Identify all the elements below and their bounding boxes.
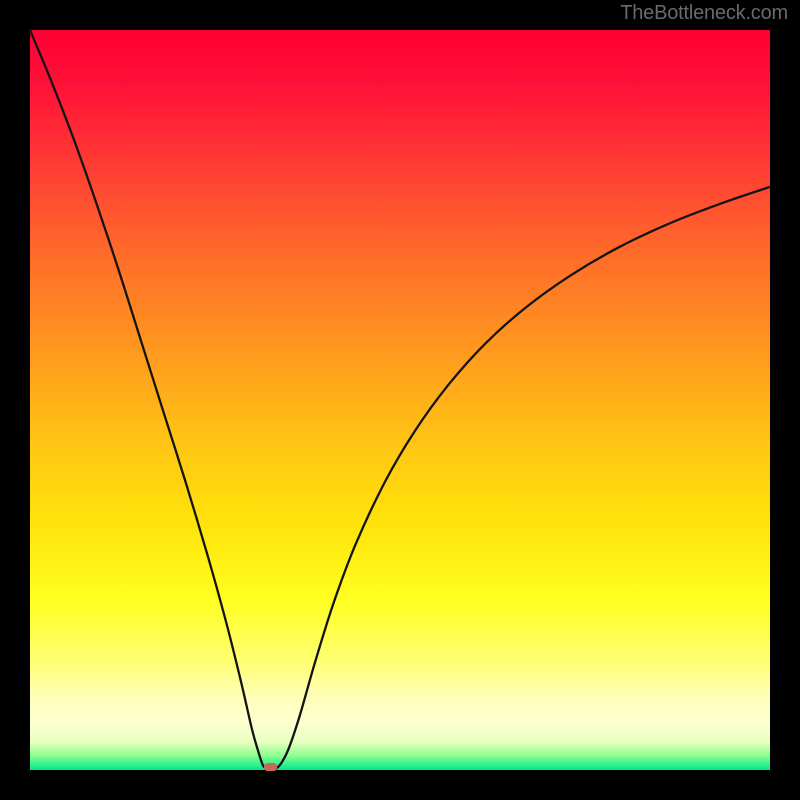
optimal-point-marker bbox=[264, 763, 277, 771]
bottleneck-chart bbox=[0, 0, 800, 800]
watermark-text: TheBottleneck.com bbox=[620, 2, 788, 25]
chart-root: TheBottleneck.com bbox=[0, 0, 800, 800]
plot-background bbox=[30, 30, 770, 770]
